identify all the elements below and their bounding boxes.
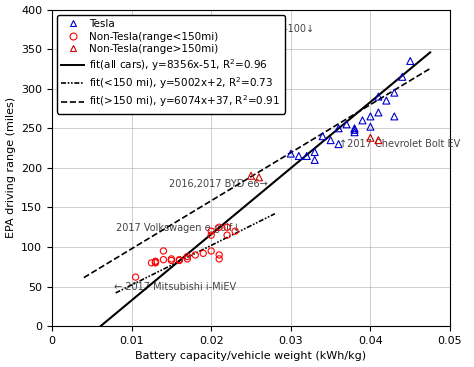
Point [319,133,327,139]
Point [175,258,183,264]
Point [152,259,159,265]
Point [351,129,358,135]
Point [303,153,310,159]
Point [367,113,374,119]
Point [383,98,390,103]
Point [215,224,223,230]
Point [208,228,215,234]
Point [247,173,255,179]
Point [295,153,302,159]
Text: 2016,2017 BYD e6→: 2016,2017 BYD e6→ [169,179,268,189]
Point [168,256,175,262]
Point [359,117,366,123]
Point [223,232,231,238]
Point [183,254,191,259]
Point [367,124,374,130]
Point [311,149,319,155]
Point [231,228,239,234]
Point [183,256,191,262]
Text: ↑2017 Chevrolet Bolt EV: ↑2017 Chevrolet Bolt EV [338,139,460,149]
Text: 2017 Tesla Model 3→: 2017 Tesla Model 3→ [165,63,267,73]
Text: ← 2017 Mitsubishi i-MiEV: ← 2017 Mitsubishi i-MiEV [114,282,236,292]
Point [391,113,398,119]
Point [399,74,406,80]
Point [152,260,159,266]
Point [335,141,342,147]
Point [160,257,167,263]
Text: 2017 Tesla Model S AWD-100↓: 2017 Tesla Model S AWD-100↓ [164,24,314,34]
Point [215,256,223,262]
Point [148,260,155,266]
Point [327,137,335,143]
Y-axis label: EPA driving range (miles): EPA driving range (miles) [6,97,16,239]
Point [391,90,398,95]
Point [351,126,358,131]
Point [160,248,167,254]
Point [208,232,215,238]
Point [191,252,199,258]
Point [215,252,223,258]
Text: (long range): (long range) [169,77,229,88]
Point [223,224,231,230]
Point [406,58,414,64]
Point [152,258,159,264]
Point [200,250,207,256]
Point [343,121,350,127]
Point [175,257,183,263]
Point [168,258,175,264]
Point [374,109,382,115]
Point [132,274,139,280]
X-axis label: Battery capacity/vehicle weight (kWh/kg): Battery capacity/vehicle weight (kWh/kg) [136,352,366,361]
Point [287,151,295,157]
Point [311,157,319,163]
Point [374,94,382,99]
Point [335,126,342,131]
Point [367,135,374,141]
Point [208,248,215,254]
Legend: Tesla, Non-Tesla(range<150mi), Non-Tesla(range>150mi), fit(all cars), y=8356x-51: Tesla, Non-Tesla(range<150mi), Non-Tesla… [57,15,285,113]
Point [351,127,358,133]
Point [374,137,382,143]
Text: 2017 Volkswagen e-golf↓: 2017 Volkswagen e-golf↓ [116,223,240,233]
Point [255,174,263,180]
